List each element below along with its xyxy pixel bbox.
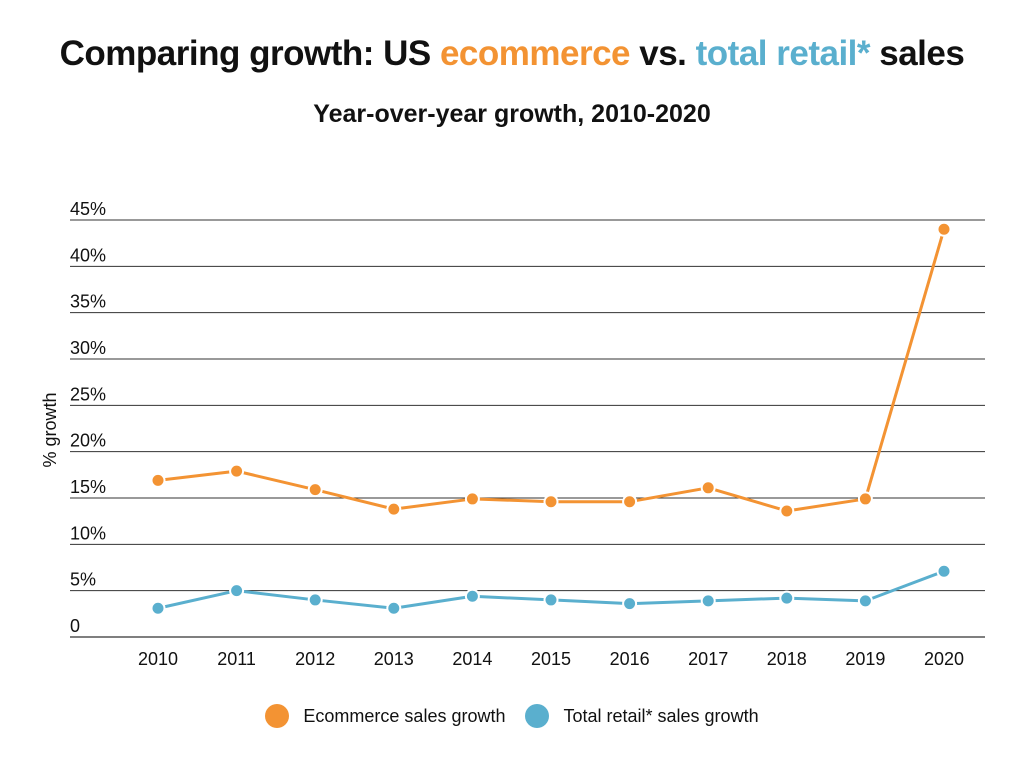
y-tick-label: 45%: [70, 199, 106, 219]
data-point-ecommerce-2010[interactable]: [150, 472, 166, 488]
series-layer: [150, 221, 952, 616]
data-point-ecommerce-2013[interactable]: [386, 501, 402, 517]
data-point-ecommerce-2012[interactable]: [307, 482, 323, 498]
y-tick-label: 10%: [70, 523, 106, 543]
legend-dot-retail: [525, 704, 550, 728]
y-tick-label: 25%: [70, 384, 106, 404]
x-tick-label: 2019: [845, 649, 885, 669]
legend-label-retail: Total retail* sales growth: [563, 705, 759, 726]
data-point-retail-2014[interactable]: [464, 588, 480, 604]
title-ecommerce: ecommerce: [439, 34, 631, 73]
data-point-ecommerce-2019[interactable]: [857, 491, 873, 507]
y-tick-label: 20%: [70, 431, 106, 451]
data-point-retail-2011[interactable]: [229, 583, 245, 599]
chart-title: Comparing growth: US ecommerce vs. total…: [0, 34, 1024, 74]
legend-item-retail[interactable]: Total retail* sales growth: [525, 704, 759, 728]
y-axis-ticks: 0 5% 10% 15% 20% 25% 30% 35% 40% 45%: [70, 199, 106, 636]
title-part-1: Comparing growth: US: [59, 34, 440, 73]
chart-legend: Ecommerce sales growth Total retail* sal…: [0, 704, 1024, 728]
data-point-ecommerce-2017[interactable]: [700, 480, 716, 496]
y-tick-label: 35%: [70, 292, 106, 312]
data-point-ecommerce-2018[interactable]: [779, 503, 795, 519]
title-part-5: sales: [870, 34, 965, 73]
legend-dot-ecommerce: [265, 704, 290, 728]
x-tick-label: 2018: [767, 649, 807, 669]
data-point-retail-2019[interactable]: [857, 593, 873, 609]
legend-item-ecommerce[interactable]: Ecommerce sales growth: [265, 704, 505, 728]
x-tick-label: 2012: [295, 649, 335, 669]
data-point-retail-2016[interactable]: [622, 596, 638, 612]
line-chart: 0 5% 10% 15% 20% 25% 30% 35% 40% 45% 2010 2011 2012…: [40, 199, 985, 669]
data-point-ecommerce-2011[interactable]: [229, 463, 245, 479]
title-total-retail: total retail*: [695, 34, 871, 73]
legend-label-ecommerce: Ecommerce sales growth: [303, 705, 506, 726]
data-point-retail-2012[interactable]: [307, 592, 323, 608]
x-tick-label: 2020: [924, 649, 964, 669]
data-point-retail-2018[interactable]: [779, 590, 795, 606]
data-point-retail-2017[interactable]: [700, 593, 716, 609]
series-line-ecommerce: [157, 228, 946, 513]
y-tick-label: 15%: [70, 477, 106, 497]
y-tick-label: 40%: [70, 245, 106, 265]
x-tick-label: 2013: [374, 649, 414, 669]
y-axis-label: % growth: [40, 392, 60, 467]
y-tick-label: 30%: [70, 338, 106, 358]
data-point-ecommerce-2015[interactable]: [543, 494, 559, 510]
x-tick-label: 2016: [610, 649, 650, 669]
data-point-ecommerce-2016[interactable]: [622, 494, 638, 510]
x-axis-ticks: 2010 2011 2012 2013 2014 2015 2016 2017 2018 2019…: [138, 649, 964, 669]
data-point-ecommerce-2020[interactable]: [936, 221, 952, 237]
y-tick-label: 0: [70, 616, 80, 636]
title-part-3: vs.: [630, 34, 696, 73]
chart-subtitle: Year-over-year growth, 2010-2020: [313, 100, 711, 128]
data-point-retail-2015[interactable]: [543, 592, 559, 608]
x-tick-label: 2015: [531, 649, 571, 669]
x-tick-label: 2014: [452, 649, 492, 669]
y-tick-label: 5%: [70, 570, 96, 590]
data-point-retail-2013[interactable]: [386, 600, 402, 616]
x-tick-label: 2010: [138, 649, 178, 669]
data-point-retail-2020[interactable]: [936, 563, 952, 579]
data-point-ecommerce-2014[interactable]: [464, 491, 480, 507]
x-tick-label: 2011: [217, 649, 256, 669]
x-tick-label: 2017: [688, 649, 728, 669]
data-point-retail-2010[interactable]: [150, 600, 166, 616]
grid-lines: [70, 219, 985, 638]
